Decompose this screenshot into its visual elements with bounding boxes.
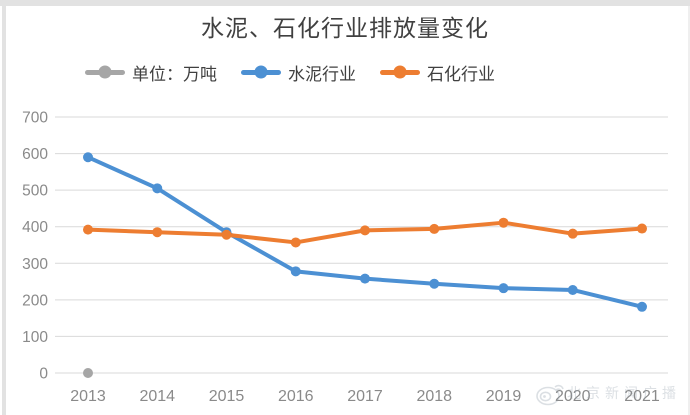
screenshot-border-top	[0, 0, 690, 6]
x-tick-label: 2017	[347, 388, 383, 405]
y-tick-label: 0	[39, 366, 48, 383]
cement-marker	[360, 273, 370, 284]
petrochemical-series-line	[86, 220, 644, 245]
watermark-text: 北京新闻广播	[567, 385, 681, 401]
x-tick-label: 2014	[139, 388, 175, 405]
petrochemical-legend-marker-icon	[380, 65, 420, 79]
watermark: 北京新闻广播	[535, 379, 681, 407]
legend-item-petrochemical: 石化行业	[380, 60, 495, 85]
y-tick-label: 100	[22, 329, 48, 346]
screenshot-border-right	[688, 6, 690, 415]
screenshot-border-left	[2, 0, 6, 415]
chart-title: 水泥、石化行业排放量变化	[201, 15, 489, 41]
legend-label: 单位：万吨	[132, 64, 217, 84]
petrochemical-marker	[221, 229, 232, 240]
cement-series-line	[86, 155, 644, 309]
cement-legend-marker-icon	[241, 65, 281, 79]
unit-legend-dot-icon	[98, 65, 112, 79]
cement-marker	[498, 283, 509, 294]
petrochemical-marker	[498, 217, 509, 228]
x-tick-label: 2018	[416, 388, 452, 405]
x-tick-label: 2020	[555, 388, 591, 405]
unit-marker	[83, 368, 93, 378]
petrochemical-marker	[290, 237, 301, 248]
y-tick-label: 700	[22, 110, 48, 127]
cement-marker	[152, 183, 163, 194]
petrochemical-marker	[360, 225, 370, 236]
y-tick-label: 600	[22, 146, 48, 163]
x-tick-label: 2019	[486, 388, 522, 405]
cement-marker	[567, 284, 578, 295]
cement-marker	[290, 266, 301, 277]
legend-item-cement: 水泥行业	[241, 60, 356, 85]
petrochemical-marker	[152, 227, 163, 238]
cement-legend-dot-icon	[254, 65, 268, 79]
petrochemical-marker	[429, 223, 440, 234]
x-tick-label: 2021	[624, 388, 660, 405]
weibo-icon	[536, 384, 564, 406]
x-tick-label: 2016	[278, 388, 314, 405]
y-tick-label: 500	[22, 183, 48, 200]
legend-item-unit: 单位：万吨	[85, 60, 217, 85]
cement-marker	[637, 301, 647, 312]
legend-label: 水泥行业	[288, 64, 356, 84]
y-tick-label: 400	[22, 219, 48, 236]
chart-legend: 单位：万吨 水泥行业 石化行业	[85, 60, 495, 84]
petrochemical-marker	[83, 224, 93, 235]
petrochemical-marker	[567, 228, 578, 239]
unit-legend-marker-icon	[85, 65, 125, 79]
cement-marker	[221, 227, 232, 238]
petrochemical-marker	[637, 223, 647, 234]
cement-marker	[83, 152, 93, 163]
y-tick-label: 300	[22, 256, 48, 273]
x-tick-label: 2015	[209, 388, 245, 405]
petrochemical-legend-dot-icon	[393, 65, 407, 79]
cement-marker	[429, 278, 440, 289]
legend-label: 石化行业	[427, 64, 495, 84]
y-tick-label: 200	[22, 292, 48, 309]
x-tick-label: 2013	[70, 388, 106, 405]
